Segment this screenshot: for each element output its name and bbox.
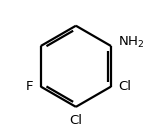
Text: Cl: Cl [69,114,82,127]
Text: F: F [26,80,33,93]
Text: NH$_2$: NH$_2$ [118,34,145,50]
Text: Cl: Cl [118,80,131,93]
